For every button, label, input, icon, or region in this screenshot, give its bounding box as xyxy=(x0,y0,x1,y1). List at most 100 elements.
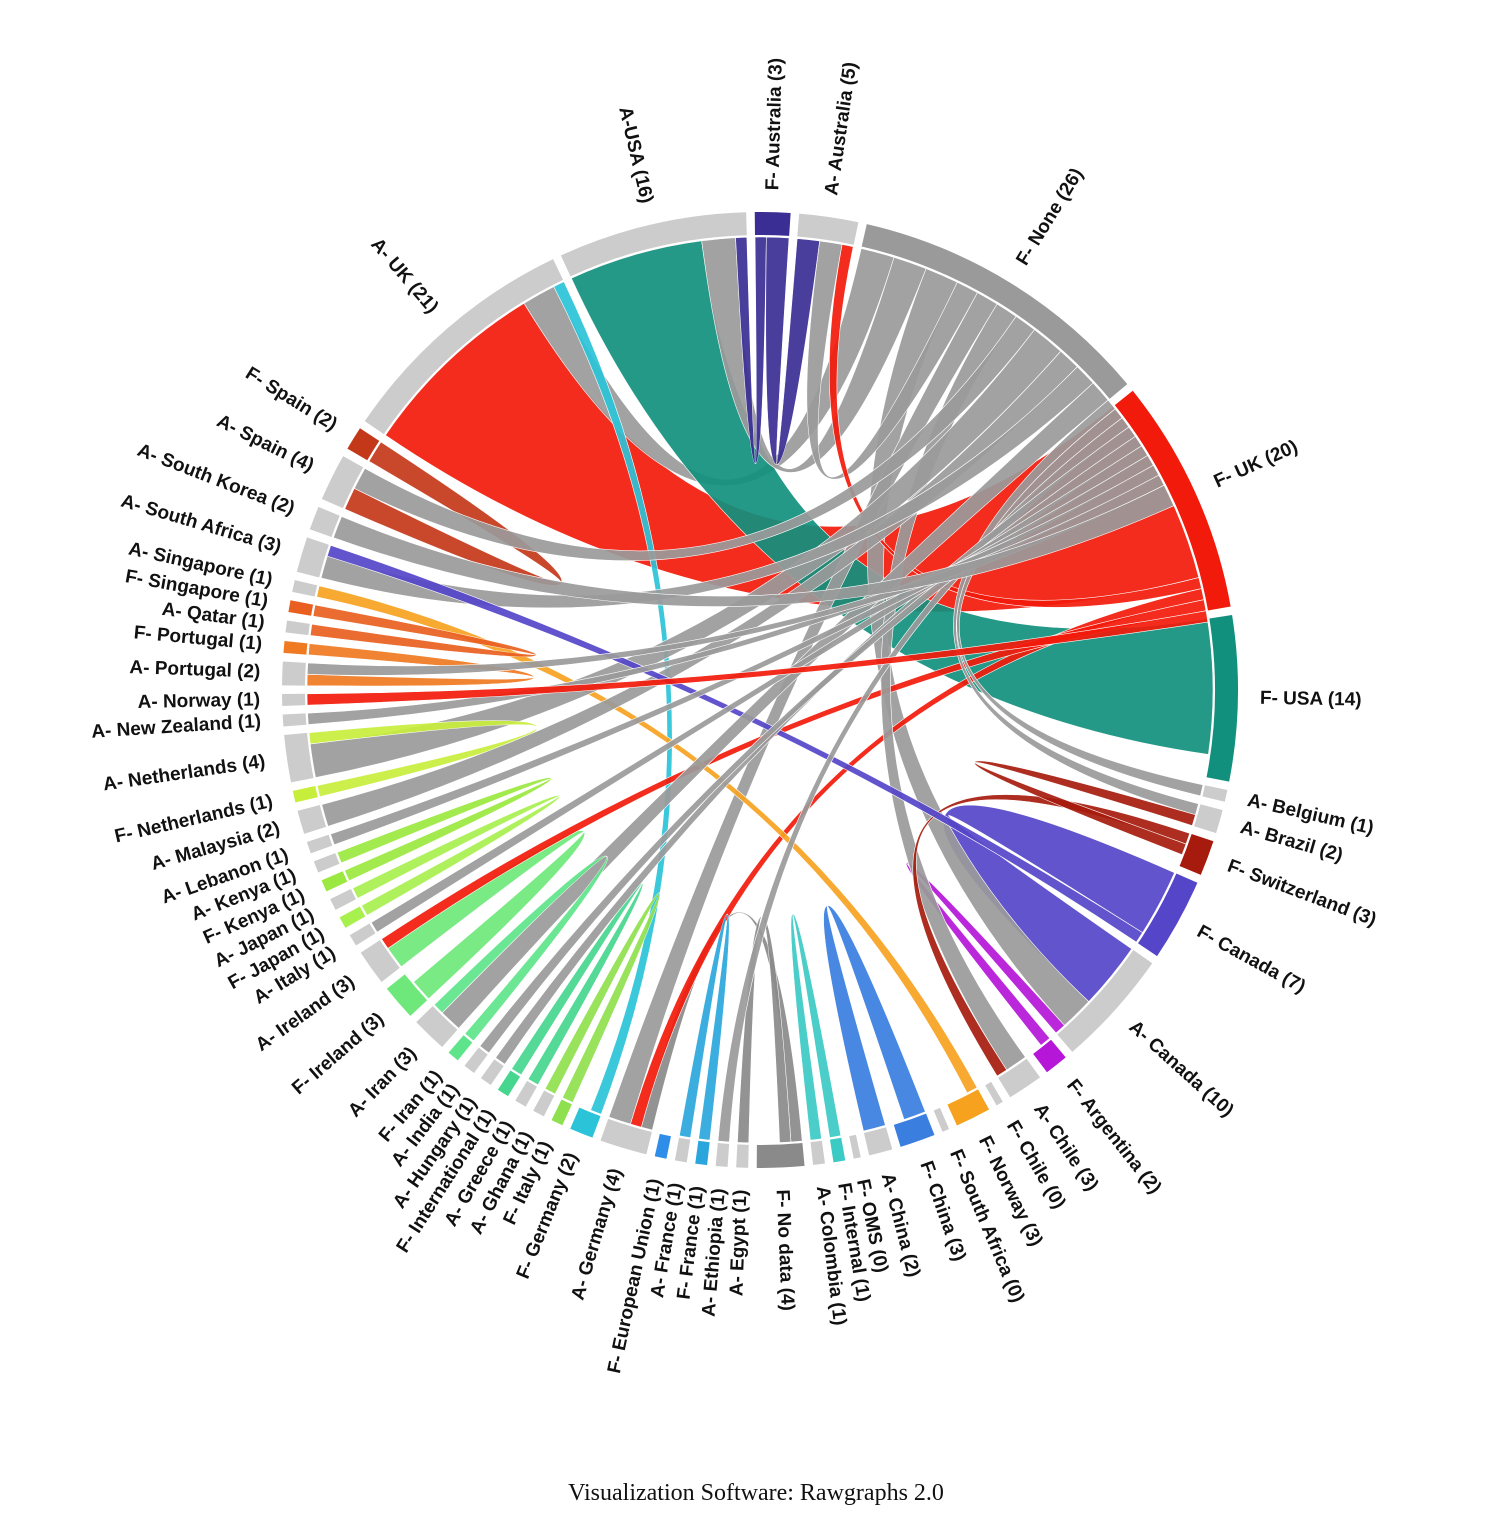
node-arc xyxy=(533,1090,555,1117)
node-arc xyxy=(386,974,428,1016)
chord xyxy=(511,883,644,1086)
node-label: F- Canada (7) xyxy=(1193,921,1309,997)
node-arc xyxy=(797,213,859,245)
node-arc xyxy=(1114,390,1231,611)
node-arc xyxy=(282,693,306,706)
node-arc xyxy=(416,1006,458,1047)
chord xyxy=(333,484,1175,607)
node-arc xyxy=(313,853,340,873)
node-label: A-USA (16) xyxy=(614,105,657,206)
node-arc xyxy=(306,834,333,854)
node-arc xyxy=(297,805,327,834)
node-arc xyxy=(570,1107,601,1138)
node-arc xyxy=(893,1113,935,1147)
node-arc xyxy=(600,1118,652,1155)
chord xyxy=(306,643,535,687)
node-label: F- USA (14) xyxy=(1260,688,1362,711)
chord xyxy=(544,892,661,1103)
chord xyxy=(495,426,1136,1065)
node-arc xyxy=(497,1070,521,1097)
node-arc xyxy=(947,1089,990,1126)
chord xyxy=(309,604,537,658)
node-arc xyxy=(933,1107,950,1132)
chord xyxy=(433,855,608,1042)
node-arc xyxy=(736,1144,749,1168)
node-arc xyxy=(360,940,400,982)
node-arc xyxy=(364,259,564,435)
node-arc xyxy=(464,1047,488,1073)
chord xyxy=(806,240,978,480)
chord xyxy=(790,913,842,1141)
node-arc xyxy=(654,1133,671,1159)
node-arc xyxy=(448,1035,473,1061)
chord xyxy=(306,610,1209,706)
node-arc xyxy=(810,1140,825,1166)
node-label: F- Spain (2) xyxy=(242,363,341,435)
chord xyxy=(326,544,1143,943)
node-label: A- Egypt (1) xyxy=(726,1189,751,1296)
node-arc xyxy=(309,506,340,537)
node-arc xyxy=(480,1059,504,1085)
node-arc xyxy=(515,1080,537,1107)
node-arc xyxy=(282,713,307,727)
chord xyxy=(608,292,998,1125)
node-arc xyxy=(330,889,356,910)
node-arc xyxy=(861,224,1128,399)
node-arc xyxy=(296,537,329,578)
node-label: F- UK (20) xyxy=(1211,436,1301,492)
node-arc xyxy=(863,1127,893,1156)
node-label: A- Norway (1) xyxy=(137,689,260,713)
node-arc xyxy=(829,1137,846,1163)
chord xyxy=(717,417,1130,1143)
chord xyxy=(912,794,1191,1077)
chord xyxy=(306,474,1165,676)
node-label: A- Spain (4) xyxy=(213,411,317,477)
chord xyxy=(352,795,561,916)
node-label: F- Switzerland (3) xyxy=(1225,856,1380,931)
node-label: F- None (26) xyxy=(1012,165,1087,270)
node-arc xyxy=(282,661,306,686)
node-arc xyxy=(1179,833,1214,875)
chord xyxy=(308,720,538,797)
node-arc xyxy=(1206,614,1238,782)
node-arc xyxy=(285,620,310,636)
node-arc xyxy=(715,1143,730,1167)
node-arc xyxy=(754,211,791,236)
node-arc xyxy=(347,428,380,461)
node-label: A- Canada (10) xyxy=(1125,1017,1238,1122)
node-arc xyxy=(284,732,314,783)
node-arc xyxy=(283,640,308,655)
chord xyxy=(336,777,552,882)
chord xyxy=(867,268,1090,1026)
node-arc xyxy=(321,456,364,509)
chord xyxy=(735,236,767,464)
chord xyxy=(330,455,1154,846)
node-arc xyxy=(1194,804,1223,834)
node-arc xyxy=(292,785,318,803)
node-arc xyxy=(551,1099,572,1126)
chord xyxy=(353,315,1035,561)
node-arc xyxy=(1033,1039,1066,1073)
chord xyxy=(974,760,1196,856)
chord xyxy=(479,435,1142,1054)
node-arc xyxy=(288,600,314,616)
node-arc xyxy=(849,1134,861,1159)
node-arc xyxy=(756,1143,805,1168)
node-arc xyxy=(349,923,376,946)
node-label: F- No data (4) xyxy=(772,1189,798,1311)
node-label: A- New Zealand (1) xyxy=(91,711,262,743)
chord xyxy=(679,913,730,1141)
chord xyxy=(823,905,926,1132)
node-arc xyxy=(674,1137,691,1163)
node-arc xyxy=(1202,785,1228,802)
node-label: A- Germany (4) xyxy=(567,1166,626,1303)
node-arc xyxy=(321,871,348,892)
ribbons xyxy=(306,236,1214,1144)
node-label: A- Netherlands (4) xyxy=(102,751,267,795)
node-label: A- Portugal (2) xyxy=(129,657,261,683)
chord xyxy=(321,350,1078,827)
chord xyxy=(953,399,1199,816)
node-arc xyxy=(998,1058,1041,1098)
node-label: A- Australia (5) xyxy=(821,61,861,197)
